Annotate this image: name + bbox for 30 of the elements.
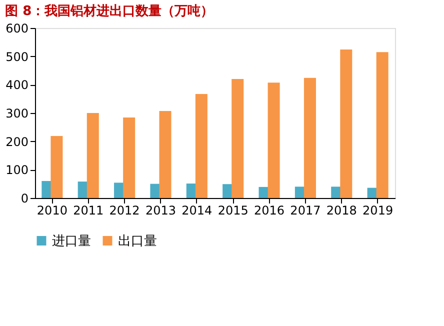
x-tick-label: 2015 bbox=[218, 204, 248, 218]
bar bbox=[123, 118, 136, 198]
y-tick-label: 100 bbox=[6, 163, 28, 178]
y-tick-label: 200 bbox=[6, 134, 28, 149]
bar bbox=[50, 136, 63, 198]
x-tick-label: 2014 bbox=[182, 204, 212, 218]
legend-label: 出口量 bbox=[118, 234, 157, 249]
bar bbox=[159, 111, 172, 198]
bar bbox=[86, 113, 99, 198]
bar bbox=[232, 79, 244, 198]
bar bbox=[195, 94, 208, 198]
bar bbox=[376, 52, 388, 198]
y-tick-label: 600 bbox=[6, 22, 28, 36]
x-tick-label: 2010 bbox=[36, 204, 68, 218]
chart-title: 图 8：我国铝材进出口数量（万吨） bbox=[5, 3, 214, 19]
bar bbox=[304, 78, 316, 198]
x-tick-label: 2012 bbox=[109, 204, 140, 218]
bar bbox=[340, 50, 352, 198]
x-tick-label: 2011 bbox=[73, 204, 104, 218]
x-tick-label: 2019 bbox=[362, 204, 394, 218]
x-tick-label: 2017 bbox=[290, 204, 321, 218]
x-tick-label: 2016 bbox=[254, 204, 285, 218]
x-tick-label: 2018 bbox=[326, 204, 357, 218]
y-tick-label: 400 bbox=[6, 78, 28, 92]
y-tick-label: 300 bbox=[6, 106, 28, 120]
x-tick-label: 2013 bbox=[145, 204, 176, 218]
y-tick-label: 0 bbox=[20, 192, 28, 206]
legend-label: 进口量 bbox=[52, 234, 91, 249]
bar bbox=[268, 82, 280, 198]
y-tick-label: 500 bbox=[6, 50, 28, 64]
